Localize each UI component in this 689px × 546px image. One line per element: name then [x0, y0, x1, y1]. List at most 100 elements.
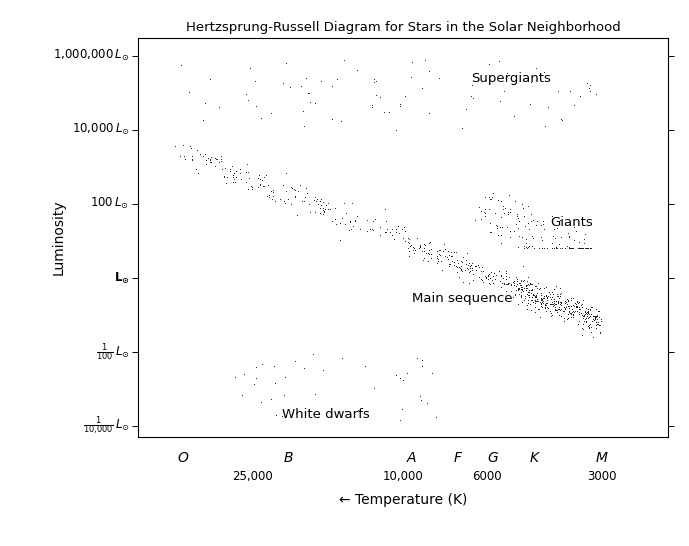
Point: [541, 244, 552, 253]
Point: [404, 242, 415, 251]
Point: [486, 276, 497, 284]
Point: [302, 89, 313, 98]
Point: [558, 313, 569, 322]
Point: [443, 254, 454, 263]
Point: [318, 207, 329, 216]
Point: [408, 248, 419, 257]
Point: [240, 177, 251, 186]
Point: [544, 287, 555, 296]
Point: [298, 122, 309, 130]
Point: [462, 265, 473, 274]
Point: [520, 286, 531, 295]
Point: [552, 244, 563, 253]
Point: [399, 223, 410, 232]
Point: [289, 357, 300, 365]
Point: [241, 159, 252, 168]
Point: [505, 281, 516, 289]
Point: [490, 271, 501, 280]
Point: [318, 207, 329, 216]
Point: [514, 289, 525, 298]
Point: [573, 305, 584, 313]
Point: [519, 242, 530, 251]
Text: 6000: 6000: [473, 470, 502, 483]
Point: [517, 203, 528, 212]
Point: [577, 311, 588, 319]
Point: [305, 97, 316, 106]
Point: [587, 312, 598, 321]
Point: [522, 202, 533, 211]
Point: [495, 197, 506, 206]
Point: [515, 276, 526, 285]
Point: [431, 259, 442, 268]
Point: [504, 272, 515, 281]
Point: [547, 299, 558, 308]
Point: [420, 240, 431, 249]
Point: [227, 178, 238, 187]
Point: [185, 142, 196, 151]
Point: [505, 207, 516, 216]
Point: [564, 242, 575, 251]
Point: [336, 353, 347, 362]
Point: [523, 219, 534, 228]
Point: [187, 151, 198, 160]
Point: [592, 311, 603, 320]
Point: [522, 287, 533, 296]
Point: [513, 216, 524, 225]
Point: [216, 155, 227, 163]
Point: [582, 79, 593, 88]
Point: [554, 240, 565, 249]
Point: [313, 199, 324, 208]
Point: [177, 140, 188, 149]
Point: [483, 278, 494, 287]
Point: [507, 293, 518, 302]
Point: [334, 218, 345, 227]
Point: [230, 167, 241, 176]
Point: [552, 306, 563, 314]
Point: [589, 314, 600, 323]
Point: [596, 314, 607, 323]
Point: [582, 309, 593, 318]
Point: [199, 98, 210, 107]
Point: [406, 73, 417, 82]
Point: [586, 317, 597, 325]
Point: [260, 170, 271, 179]
Point: [562, 299, 573, 308]
Point: [485, 228, 496, 236]
Point: [526, 285, 537, 294]
Point: [585, 310, 596, 319]
Point: [520, 283, 531, 292]
Point: [577, 244, 588, 253]
Point: [485, 268, 496, 276]
Point: [515, 279, 526, 288]
Point: [503, 191, 514, 199]
Point: [490, 221, 501, 230]
Point: [213, 103, 224, 112]
Point: [407, 57, 418, 66]
Point: [551, 224, 562, 233]
Point: [551, 296, 562, 305]
Point: [221, 173, 232, 182]
Point: [546, 311, 557, 320]
Point: [517, 200, 528, 209]
Point: [309, 195, 320, 204]
Text: F: F: [453, 450, 461, 465]
Point: [564, 301, 575, 310]
Point: [466, 266, 477, 275]
Point: [520, 222, 531, 230]
Point: [567, 294, 578, 302]
Point: [480, 211, 491, 220]
Point: [500, 286, 511, 295]
Point: [530, 221, 541, 230]
Point: [423, 108, 434, 117]
Point: [397, 376, 408, 384]
Text: 10,000: 10,000: [382, 470, 424, 483]
Point: [431, 253, 442, 262]
Point: [564, 233, 575, 241]
Point: [577, 244, 588, 253]
Point: [279, 197, 290, 205]
Point: [528, 234, 539, 242]
Point: [556, 244, 567, 253]
Point: [309, 98, 320, 107]
Point: [399, 227, 410, 236]
Point: [530, 293, 541, 301]
